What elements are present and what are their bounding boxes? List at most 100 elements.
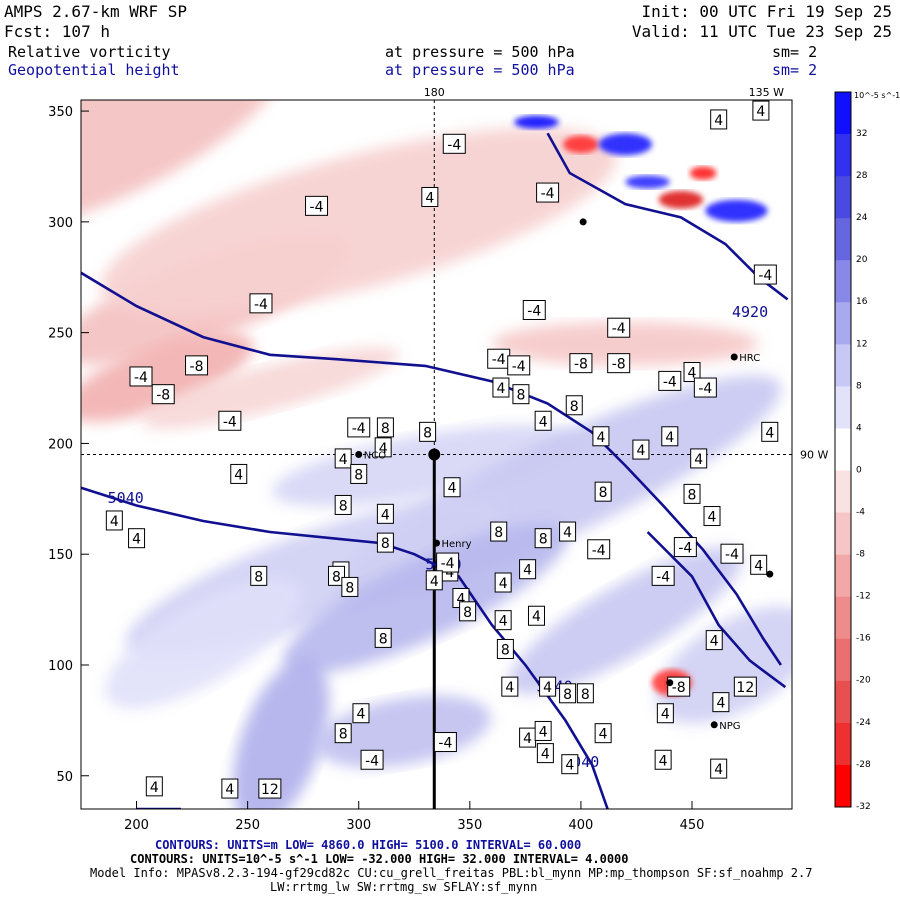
station-marker: [579, 218, 587, 226]
svg-text:4: 4: [716, 696, 725, 712]
vorticity-contour-label: 4: [443, 477, 461, 498]
svg-text:-8: -8: [190, 359, 204, 375]
vorticity-contour-label: 4: [421, 186, 439, 207]
svg-text:4: 4: [754, 558, 763, 574]
svg-text:4: 4: [688, 366, 697, 382]
colorbar-tick-label: 8: [856, 381, 862, 391]
svg-text:8: 8: [516, 388, 525, 404]
station-marker: HRC: [730, 353, 760, 364]
vorticity-contour-label: -8: [569, 353, 593, 374]
colorbar-tick-label: 24: [856, 213, 868, 223]
svg-text:8: 8: [379, 631, 388, 647]
svg-text:4: 4: [499, 576, 508, 592]
vorticity-extreme: [705, 199, 768, 222]
vorticity-contour-label: -4: [249, 293, 273, 314]
svg-text:4: 4: [381, 507, 390, 523]
svg-text:-4: -4: [254, 297, 268, 313]
svg-text:8: 8: [494, 525, 503, 541]
colorbar-tick-label: 16: [856, 297, 868, 307]
svg-text:-8: -8: [672, 680, 686, 696]
vorticity-contour-label: -4: [347, 417, 371, 438]
svg-text:4: 4: [430, 574, 439, 590]
svg-text:HRC: HRC: [739, 353, 760, 364]
svg-text:4: 4: [765, 425, 774, 441]
height-contour-line: [81, 271, 782, 666]
vorticity-contour-label: 4: [376, 503, 394, 524]
height-contour-line: [81, 486, 609, 809]
colorbar-swatch: [835, 596, 851, 640]
vorticity-contour-label: 4: [534, 720, 552, 741]
vorticity-contour-label: -4: [753, 264, 777, 285]
colorbar-swatch: [835, 680, 851, 724]
svg-text:4: 4: [445, 565, 454, 581]
colorbar-swatch: [835, 92, 851, 135]
vorticity-contour-label: 4: [352, 703, 370, 724]
vorticity-extreme: [563, 135, 599, 154]
vorticity-extreme: [689, 166, 717, 180]
svg-text:8: 8: [339, 727, 348, 743]
svg-text:-4: -4: [612, 321, 626, 337]
svg-text:-4: -4: [447, 137, 461, 153]
vorticity-contour-label: -4: [442, 133, 466, 154]
colorbar-swatch: [835, 218, 851, 261]
vorticity-contour-label: -4: [658, 370, 682, 391]
colorbar-tick-label: -24: [856, 718, 871, 728]
vorticity-contour-label: 8: [565, 395, 583, 416]
vorticity-contour-label: -4: [433, 732, 457, 753]
svg-text:-8: -8: [156, 388, 170, 404]
vorticity-contour-label: 4: [705, 630, 723, 651]
vorticity-contour-label: -4: [129, 366, 153, 387]
svg-text:-4: -4: [758, 268, 772, 284]
svg-text:4: 4: [756, 104, 765, 120]
vorticity-extreme: [658, 190, 704, 209]
y-tick-label: 200: [48, 437, 73, 452]
vorticity-contour-label: 4: [752, 100, 770, 121]
svg-text:4: 4: [523, 731, 532, 747]
vorticity-contour-label: 8: [512, 384, 530, 405]
vorticity-contour-label: -4: [693, 377, 717, 398]
footer-model-info: Model Info: MPASv8.2.3-194-gf29cd82c CU:…: [90, 866, 813, 880]
svg-text:4: 4: [499, 614, 508, 630]
svg-text:4: 4: [456, 592, 465, 608]
svg-text:-4: -4: [441, 556, 455, 572]
vorticity-contour-label: 4: [494, 610, 512, 631]
svg-text:8: 8: [345, 580, 354, 596]
vorticity-contour-label: 8: [534, 528, 552, 549]
x-tick-label: 450: [680, 818, 705, 833]
svg-text:-4: -4: [492, 352, 506, 368]
svg-text:-4: -4: [592, 543, 606, 559]
svg-text:4: 4: [132, 532, 141, 548]
svg-text:4: 4: [523, 563, 532, 579]
svg-text:8: 8: [570, 399, 579, 415]
vorticity-shade-region: [272, 424, 579, 507]
vorticity-contour-label: -4: [536, 182, 560, 203]
vorticity-contour-label: 4: [750, 554, 768, 575]
vorticity-shade-region: [492, 321, 759, 366]
svg-text:4: 4: [532, 609, 541, 625]
vorticity-contour-label: -4: [487, 348, 511, 369]
vorticity-contour-label: 4: [594, 723, 612, 744]
svg-text:-4: -4: [134, 370, 148, 386]
colorbar-swatch: [835, 302, 851, 345]
colorbar-swatch: [835, 134, 851, 177]
vorticity-contour-label: 4: [539, 676, 557, 697]
svg-text:-4: -4: [698, 381, 712, 397]
vorticity-shade-region: [283, 523, 568, 674]
vorticity-contour-label: -4: [360, 749, 384, 770]
svg-text:-4: -4: [512, 359, 526, 375]
height-contour-line: [646, 531, 787, 689]
svg-text:4: 4: [150, 780, 159, 796]
x-tick-label: 250: [235, 818, 260, 833]
vorticity-extreme: [598, 133, 653, 156]
svg-text:-4: -4: [656, 569, 670, 585]
vorticity-contour-label: 8: [459, 601, 477, 622]
vorticity-contour-label: 4: [145, 776, 163, 797]
vorticity-contour-label: 8: [559, 683, 577, 704]
vorticity-shade-region: [232, 658, 330, 809]
colorbar-tick-label: 20: [856, 255, 868, 265]
vorticity-contour-label: -8: [185, 355, 209, 376]
svg-text:8: 8: [688, 487, 697, 503]
svg-text:4: 4: [710, 634, 719, 650]
colorbar-tick-label: -28: [856, 760, 871, 770]
vorticity-contour-label: 4: [654, 749, 672, 770]
